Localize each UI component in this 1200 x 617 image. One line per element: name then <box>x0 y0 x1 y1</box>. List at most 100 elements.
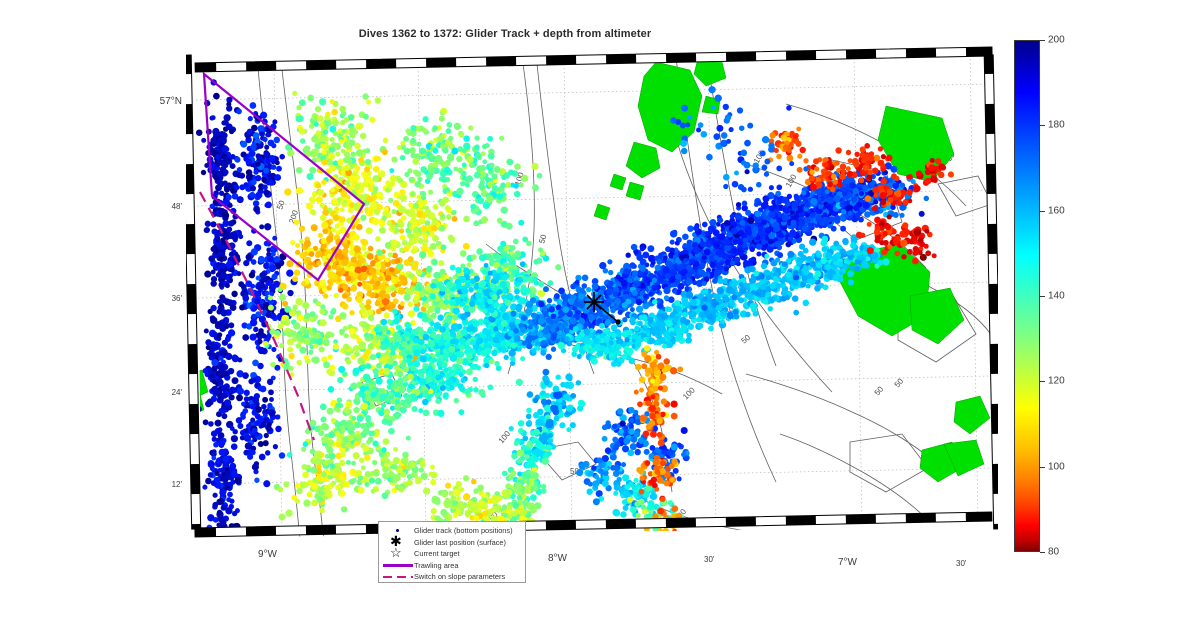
glider-track-point <box>274 329 281 336</box>
glider-track-point <box>332 343 339 350</box>
glider-track-point <box>380 266 387 273</box>
glider-track-point <box>469 300 476 308</box>
glider-track-point <box>524 308 530 314</box>
glider-track-point <box>476 248 483 255</box>
glider-track-point <box>453 397 460 404</box>
glider-track-point <box>261 333 267 339</box>
glider-track-point <box>337 158 345 166</box>
glider-track-point <box>418 378 427 386</box>
glider-track-point <box>484 143 490 149</box>
glider-track-point <box>210 395 218 403</box>
glider-track-point <box>321 149 327 155</box>
glider-track-point <box>314 106 322 113</box>
glider-track-point <box>205 344 211 351</box>
glider-track-point <box>429 464 435 470</box>
glider-track-point <box>314 450 322 458</box>
glider-track-point <box>342 303 349 310</box>
glider-track-point <box>422 398 429 406</box>
glider-track-point <box>326 407 334 415</box>
glider-track-point <box>228 322 235 329</box>
glider-track-point <box>212 501 219 508</box>
glider-track-point <box>408 176 415 183</box>
map-plot-area[interactable]: 50 200 100 50 50 50 100 100 100 100 50 1… <box>160 44 998 583</box>
map-canvas[interactable]: 50 200 100 50 50 50 100 100 100 100 50 1… <box>186 44 998 544</box>
glider-track-point <box>311 113 319 120</box>
glider-track-point <box>264 223 272 231</box>
glider-track-point <box>222 220 230 227</box>
glider-track-point <box>349 310 355 316</box>
glider-track-point <box>455 266 462 274</box>
glider-track-point <box>558 287 565 295</box>
glider-track-point <box>354 183 361 191</box>
glider-track-point <box>210 137 217 144</box>
glider-track-point <box>393 191 400 198</box>
glider-track-point <box>327 386 335 393</box>
glider-track-point <box>500 182 506 189</box>
glider-track-scatter[interactable] <box>195 64 954 535</box>
glider-track-point <box>257 339 263 345</box>
glider-track-point <box>502 312 510 320</box>
glider-track-point <box>463 135 470 142</box>
glider-track-point <box>255 161 261 167</box>
glider-track-point <box>538 300 545 308</box>
glider-track-point <box>309 166 317 174</box>
glider-track-point <box>428 381 434 387</box>
glider-track-point <box>501 174 507 181</box>
glider-track-point <box>531 347 537 354</box>
glider-track-point <box>360 214 367 221</box>
glider-track-point <box>296 487 303 495</box>
glider-track-point <box>427 166 435 174</box>
glider-track-point <box>423 302 429 309</box>
glider-track-point <box>443 367 449 373</box>
glider-track-point <box>471 254 477 260</box>
glider-track-point <box>219 519 227 526</box>
glider-track-point <box>236 370 244 378</box>
glider-track-point <box>255 414 261 420</box>
glider-track-point <box>247 453 254 460</box>
glider-track-point <box>498 272 504 278</box>
glider-track-point <box>403 246 410 253</box>
glider-track-point <box>223 169 229 175</box>
glider-track-point <box>216 396 224 404</box>
glider-track-point <box>521 340 528 346</box>
glider-track-point <box>607 269 614 276</box>
glider-track-point <box>243 259 250 267</box>
glider-track-point <box>273 136 281 144</box>
glider-track-point <box>260 347 268 355</box>
glider-track-point <box>379 393 387 401</box>
glider-track-point <box>230 435 238 443</box>
glider-track-point <box>237 422 244 430</box>
glider-track-point <box>538 247 543 253</box>
glider-track-point <box>202 419 209 426</box>
glider-track-point <box>350 284 357 292</box>
glider-track-point <box>418 217 426 225</box>
glider-track-point <box>383 312 390 319</box>
glider-track-point <box>375 308 382 315</box>
glider-track-point <box>444 187 451 193</box>
glider-track-point <box>263 262 271 270</box>
glider-track-point <box>373 155 380 162</box>
glider-track-point <box>518 219 525 226</box>
glider-track-point <box>246 128 254 135</box>
glider-track-point <box>643 293 649 299</box>
glider-track-point <box>399 301 405 307</box>
glider-track-point <box>220 309 228 317</box>
glider-track-point <box>287 346 294 353</box>
glider-track-point <box>253 205 261 213</box>
glider-track-point <box>651 277 658 283</box>
glider-track-point <box>463 215 470 223</box>
glider-track-point <box>269 291 275 297</box>
glider-track-point <box>408 273 415 279</box>
glider-track-point <box>510 342 518 349</box>
glider-track-point <box>252 132 260 139</box>
glider-track-point <box>561 321 569 328</box>
glider-track-point <box>345 459 351 465</box>
glider-track-point <box>343 116 350 123</box>
glider-track-point <box>268 389 274 396</box>
glider-track-point <box>639 258 647 266</box>
glider-track-point <box>263 240 270 247</box>
glider-track-point <box>302 441 309 447</box>
glider-track-point <box>231 192 239 200</box>
glider-track-point <box>368 477 376 484</box>
glider-track-point <box>323 339 330 346</box>
